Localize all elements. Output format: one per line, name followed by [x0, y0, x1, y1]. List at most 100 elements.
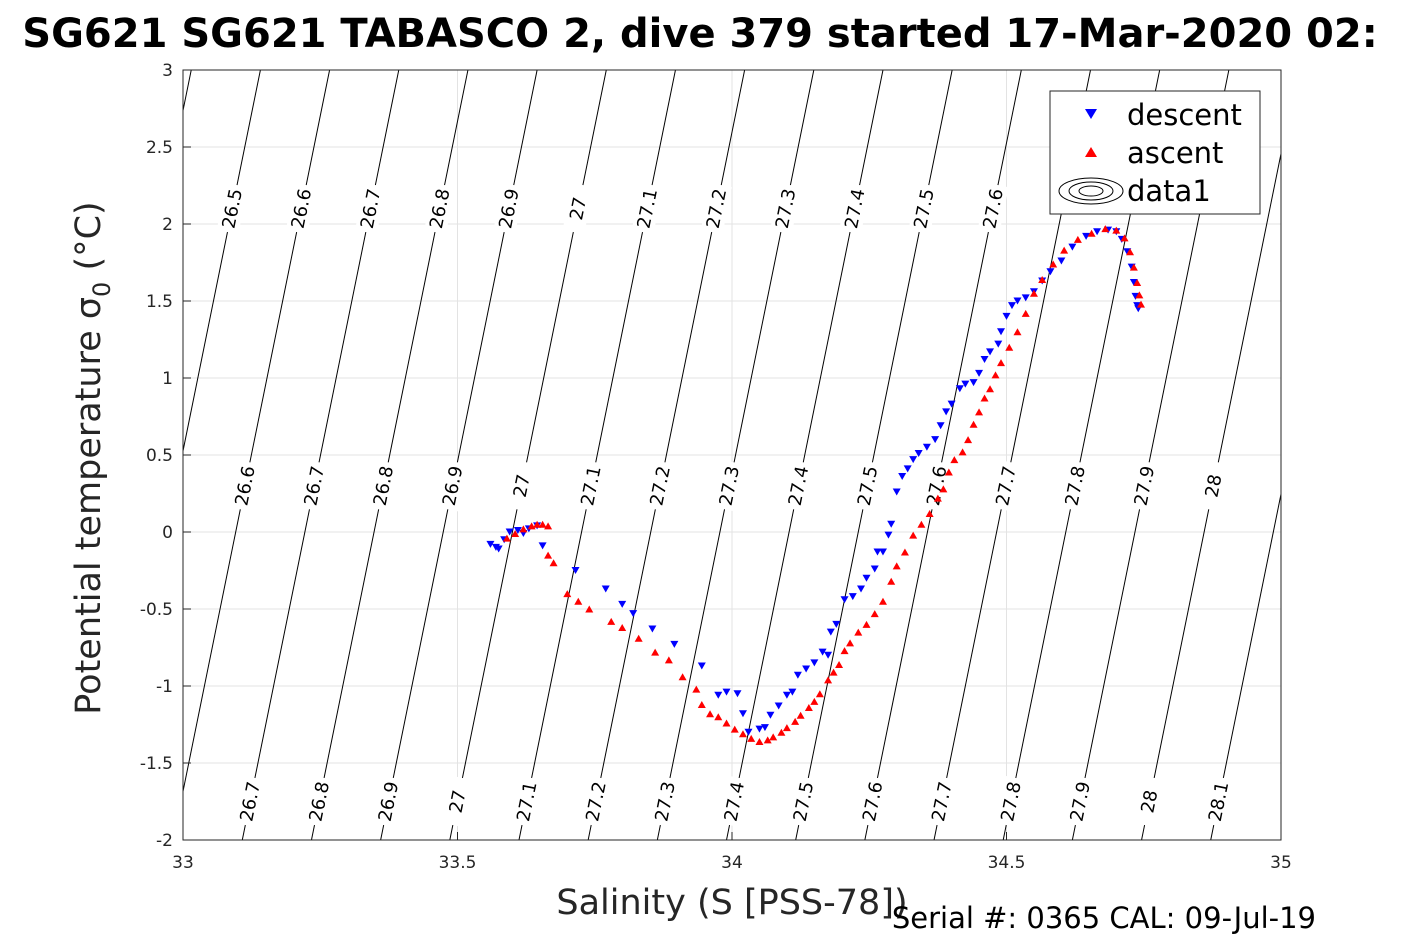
ascent-point	[846, 639, 855, 647]
descent-point	[505, 528, 514, 536]
descent-point	[840, 596, 849, 604]
descent-point	[997, 328, 1006, 336]
ascent-point	[958, 448, 967, 456]
ascent-point	[1073, 235, 1082, 243]
descent-point	[914, 449, 923, 457]
descent-point	[980, 356, 989, 364]
contour-label-mask	[995, 775, 1027, 828]
contour-label-mask	[1064, 775, 1096, 828]
ascent-point	[1021, 309, 1030, 317]
descent-point	[1082, 232, 1091, 240]
contour-label-mask	[713, 460, 745, 512]
chart-title: SG621 SG621 TABASCO 2, dive 379 started …	[22, 11, 1377, 57]
legend-ascent-label: ascent	[1127, 136, 1223, 170]
descent-point	[1046, 268, 1055, 276]
y-tick-label: -0.5	[140, 600, 173, 620]
ascent-point	[835, 660, 844, 668]
contour-label-mask	[649, 775, 681, 828]
descent-point	[486, 540, 495, 548]
ascent-point	[747, 734, 756, 742]
ascent-point	[1087, 229, 1096, 237]
ascent-point	[782, 724, 791, 732]
descent-point	[903, 465, 912, 473]
ascent-point	[538, 520, 547, 528]
descent-point	[1093, 228, 1102, 236]
contour-label-mask	[1202, 775, 1235, 828]
ascent-point	[692, 685, 701, 693]
contour-label-mask	[921, 460, 953, 512]
grid	[182, 69, 1282, 841]
descent-point	[975, 369, 984, 377]
descent-point	[909, 456, 918, 464]
contour-label-mask	[355, 182, 387, 235]
serial-cal-footer: Serial #: 0365 CAL: 09-Jul-19	[892, 901, 1316, 935]
contour-label: 27	[566, 195, 591, 222]
descent-point	[766, 711, 775, 719]
contour-label-mask	[857, 775, 889, 828]
ascent-point	[533, 520, 542, 528]
ascent-point	[664, 656, 673, 664]
ascent-point	[933, 494, 942, 502]
contour-label-mask	[1128, 460, 1160, 512]
ascent-point	[706, 710, 715, 718]
descent-point	[744, 728, 753, 736]
y-tick-label: 2.5	[146, 138, 173, 158]
ascent-point	[755, 737, 764, 745]
ascent-point	[824, 676, 833, 684]
descent-point	[862, 574, 871, 582]
contour-label: 27	[446, 788, 471, 815]
y-tick-label: 3	[162, 61, 173, 81]
ascent-point	[870, 610, 879, 618]
contour-label-mask	[1197, 460, 1230, 512]
y-tick-label: -1.5	[140, 754, 173, 774]
contour-label-mask	[367, 460, 399, 512]
descent-point	[826, 628, 835, 636]
descent-point	[733, 690, 742, 698]
contour-label-mask	[437, 460, 469, 512]
ascent-point	[804, 704, 813, 712]
descent-point	[1129, 279, 1138, 287]
y-axis-label-subscript: 0	[88, 282, 116, 297]
ascent-point	[1101, 225, 1110, 233]
density-contour-line	[1210, 491, 1281, 840]
descent-point	[538, 542, 547, 550]
contour-label-mask	[644, 460, 676, 512]
descent-point	[697, 662, 706, 670]
descent-point	[947, 400, 956, 408]
contour-label-mask	[372, 775, 405, 828]
ascent-point	[1137, 300, 1146, 308]
legend-descent-marker	[1085, 109, 1097, 119]
contour-label-mask	[303, 775, 335, 828]
ascent-point	[810, 697, 819, 705]
ascent-point	[1129, 263, 1138, 271]
descent-point	[810, 659, 819, 667]
legend-contour-icon	[1058, 177, 1124, 205]
ascent-point	[997, 359, 1006, 367]
contour-label-mask	[580, 775, 612, 828]
ascent-point	[892, 562, 901, 570]
ascent-point	[1135, 291, 1144, 299]
legend-ascent-marker	[1085, 147, 1097, 157]
contour-label-mask	[285, 182, 317, 235]
y-axis-ticks: -2 -1.5 -1 -0.5 0 0.5 1 1.5 2 2.5 3	[140, 61, 191, 851]
ascent-point	[618, 623, 627, 631]
descent-point	[714, 691, 723, 699]
ascent-point	[887, 577, 896, 585]
ascent-point	[651, 648, 660, 656]
legend-descent-label: descent	[1127, 98, 1242, 132]
y-axis-label-main: Potential temperature σ	[69, 297, 109, 715]
y-axis-label: Potential temperature σ0 (°C)	[69, 201, 116, 714]
ascent-point	[980, 394, 989, 402]
ascent-point	[991, 371, 1000, 379]
contour-label-mask	[234, 775, 266, 828]
y-tick-label: 0	[162, 523, 173, 543]
y-tick-label: 2	[162, 215, 173, 235]
ascent-point	[840, 647, 849, 655]
ascent-point	[878, 597, 887, 605]
descent-point	[601, 585, 610, 593]
descent-point	[782, 691, 791, 699]
x-tick-label: 33.5	[439, 853, 477, 873]
descent-point	[670, 640, 679, 648]
legend-data1-label: data1	[1127, 174, 1211, 208]
